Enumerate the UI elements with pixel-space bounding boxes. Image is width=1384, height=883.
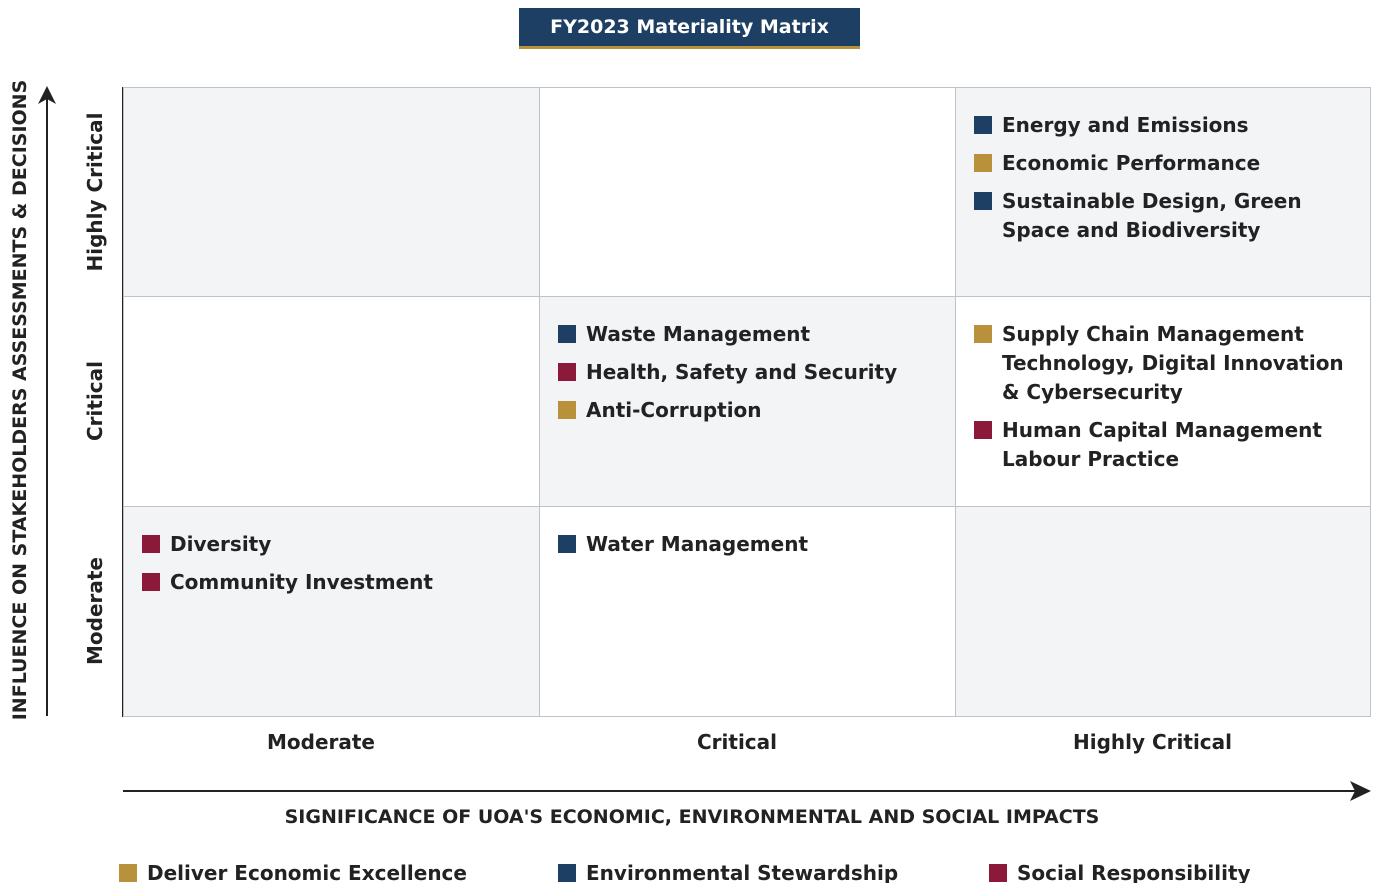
category-marker bbox=[142, 535, 160, 553]
column-label: Critical bbox=[696, 730, 778, 754]
title: FY2023 Materiality Matrix bbox=[519, 8, 860, 49]
row-label: Critical bbox=[83, 360, 107, 442]
topic: Community Investment bbox=[170, 570, 433, 594]
row-label: Moderate bbox=[83, 556, 107, 666]
topic: Technology, Digital Innovation bbox=[1002, 351, 1344, 375]
cell bbox=[123, 506, 540, 717]
cell bbox=[123, 87, 540, 297]
topic: Sustainable Design, Green bbox=[1002, 189, 1302, 213]
category-marker bbox=[974, 192, 992, 210]
topic: Labour Practice bbox=[1002, 447, 1180, 471]
cell bbox=[539, 296, 956, 507]
column-label: Highly Critical bbox=[1072, 730, 1233, 754]
row-label: Highly Critical bbox=[83, 111, 107, 272]
topic: Human Capital Management bbox=[1002, 418, 1322, 442]
legend-marker bbox=[558, 864, 576, 882]
legend-label: Environmental Stewardship bbox=[586, 861, 899, 883]
category-marker bbox=[558, 401, 576, 419]
topic: Waste Management bbox=[586, 322, 811, 346]
cell bbox=[539, 506, 956, 717]
legend-marker bbox=[119, 864, 137, 882]
category-marker bbox=[558, 325, 576, 343]
topic: Anti-Corruption bbox=[586, 398, 762, 422]
cell bbox=[955, 296, 1371, 507]
topic: Supply Chain Management bbox=[1002, 322, 1304, 346]
category-marker bbox=[974, 421, 992, 439]
topic: Water Management bbox=[586, 532, 809, 556]
legend-marker bbox=[989, 864, 1007, 882]
topic: & Cybersecurity bbox=[1002, 380, 1183, 404]
legend-label: Social Responsibility bbox=[1017, 861, 1251, 883]
x-arrowhead bbox=[1350, 781, 1371, 801]
x-axis-label: SIGNIFICANCE OF UOA'S ECONOMIC, ENVIRONM… bbox=[284, 806, 1100, 828]
cell bbox=[955, 506, 1371, 717]
category-marker bbox=[142, 573, 160, 591]
cell bbox=[123, 296, 540, 507]
category-marker bbox=[974, 116, 992, 134]
legend-label: Deliver Economic Excellence bbox=[147, 861, 467, 883]
category-marker bbox=[558, 363, 576, 381]
y-axis-label: INFLUENCE ON STAKEHOLDERS ASSESSMENTS & … bbox=[9, 79, 31, 721]
y-arrowhead bbox=[38, 86, 56, 104]
cell bbox=[539, 87, 956, 297]
category-marker bbox=[974, 325, 992, 343]
topic: Space and Biodiversity bbox=[1002, 218, 1261, 242]
category-marker bbox=[558, 535, 576, 553]
category-marker bbox=[974, 154, 992, 172]
topic: Economic Performance bbox=[1002, 151, 1261, 175]
cell bbox=[955, 87, 1371, 297]
topic: Health, Safety and Security bbox=[586, 360, 898, 384]
topic: Energy and Emissions bbox=[1002, 113, 1249, 137]
topic: Diversity bbox=[170, 532, 272, 556]
column-label: Moderate bbox=[266, 730, 376, 754]
